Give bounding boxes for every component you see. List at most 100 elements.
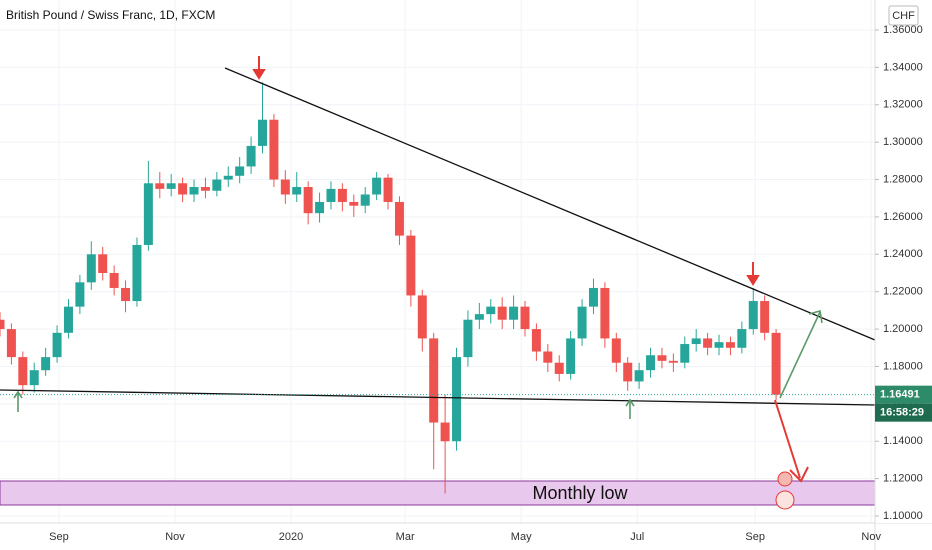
x-tick-label: Mar — [396, 531, 415, 543]
candle-body — [337, 188, 347, 202]
y-tick-label: 1.30000 — [883, 136, 923, 148]
y-tick-label: 1.20000 — [883, 323, 923, 335]
candle-body — [703, 338, 713, 348]
candle-body — [429, 338, 439, 423]
candle-body — [440, 422, 450, 442]
currency-label: CHF — [892, 10, 915, 22]
candle-body — [41, 357, 51, 371]
candle-body — [623, 362, 633, 382]
y-tick-label: 1.26000 — [883, 211, 923, 223]
candle-body — [143, 183, 153, 245]
y-tick-label: 1.14000 — [883, 435, 923, 447]
candle-body — [520, 306, 530, 330]
last-price-tag — [875, 385, 932, 404]
candle-body — [509, 306, 519, 320]
candle-body — [417, 295, 427, 339]
candle-body — [178, 183, 188, 195]
candle-body — [258, 119, 267, 146]
candle-body — [497, 306, 507, 320]
price-axis — [875, 0, 932, 523]
candle-body — [600, 287, 610, 339]
y-tick-label: 1.32000 — [883, 99, 923, 111]
green-arrows — [13, 309, 823, 419]
candle-body — [52, 332, 62, 358]
candle-body — [725, 342, 735, 348]
candle-body — [680, 344, 690, 363]
candle-body — [132, 244, 142, 302]
candle-body — [577, 306, 587, 339]
candle-body — [121, 287, 131, 302]
candle-body — [246, 145, 256, 167]
candle-body — [98, 254, 108, 273]
candle-body — [303, 187, 313, 214]
candles — [0, 82, 781, 494]
candle-body — [75, 282, 85, 307]
candle-body — [212, 179, 222, 191]
countdown-label: 16:58:29 — [880, 407, 924, 419]
candle-body — [360, 194, 370, 206]
x-tick-label: Nov — [861, 531, 881, 543]
red-arrows — [252, 56, 809, 483]
resistance-trendline — [224, 67, 876, 341]
y-tick-label: 1.22000 — [883, 286, 923, 298]
candle-body — [452, 357, 462, 442]
x-tick-label: 2020 — [279, 531, 303, 543]
candle-body — [292, 187, 302, 195]
candle-body — [200, 187, 210, 191]
candle-body — [326, 188, 336, 202]
candle-body — [486, 306, 496, 315]
candle-body — [566, 338, 576, 374]
candle-body — [189, 187, 199, 195]
candle-body — [463, 319, 473, 358]
candle-body — [714, 342, 724, 348]
x-tick-label: Sep — [745, 531, 765, 543]
candle-body — [29, 370, 39, 386]
candle-body — [269, 119, 279, 180]
candle-body — [771, 332, 781, 395]
x-tick-label: Jul — [630, 531, 644, 543]
y-tick-label: 1.24000 — [883, 248, 923, 260]
candle-body — [63, 306, 73, 333]
candle-body — [383, 177, 393, 202]
x-tick-label: Nov — [165, 531, 185, 543]
monthly-low-zone — [0, 480, 876, 506]
candle-body — [223, 175, 233, 180]
chart-title: British Pound / Swiss Franc, 1D, FXCM — [6, 8, 215, 22]
y-tick-label: 1.10000 — [883, 510, 923, 522]
candle-body — [18, 357, 28, 386]
candle-body — [166, 183, 176, 189]
y-tick-label: 1.36000 — [883, 24, 923, 36]
candle-body — [315, 201, 325, 214]
candle-body — [109, 273, 119, 288]
x-tick-label: Sep — [49, 531, 69, 543]
candle-body — [86, 254, 96, 283]
candle-body — [394, 201, 404, 236]
y-tick-label: 1.34000 — [883, 61, 923, 73]
x-tick-label: May — [511, 531, 532, 543]
candle-body — [760, 301, 770, 333]
candle-body — [474, 314, 484, 320]
candle-body — [611, 338, 621, 363]
candle-body — [531, 329, 541, 352]
last-price-label: 1.16491 — [880, 389, 920, 401]
candle-body — [748, 301, 758, 330]
alert-icons — [775, 471, 795, 510]
candle-body — [588, 287, 598, 307]
countdown-tag — [875, 403, 932, 422]
ticks: 1.100001.120001.140001.160001.180001.200… — [49, 24, 923, 543]
currency-box — [888, 5, 919, 26]
candle-body — [737, 329, 747, 348]
candle-body — [155, 183, 165, 189]
y-tick-label: 1.28000 — [883, 173, 923, 185]
candle-body — [372, 177, 382, 195]
candle-body — [280, 179, 290, 195]
y-tick-label: 1.12000 — [883, 473, 923, 485]
candle-body — [691, 338, 701, 345]
zone-label: Monthly low — [532, 483, 628, 503]
candle-body — [0, 319, 5, 330]
y-tick-label: 1.18000 — [883, 360, 923, 372]
support-trendline — [0, 389, 876, 406]
candle-body — [657, 355, 667, 361]
